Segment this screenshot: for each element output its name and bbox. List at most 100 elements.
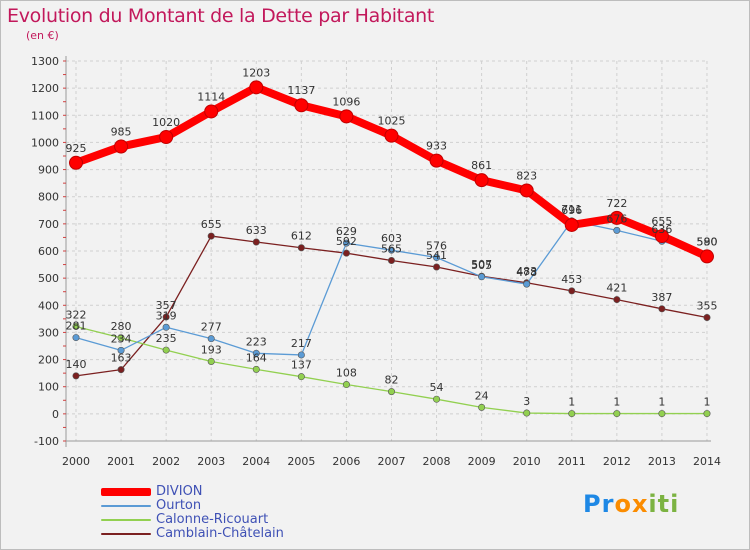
y-tick-label: 1100 — [31, 109, 59, 122]
data-label: 82 — [384, 374, 398, 387]
data-point — [703, 410, 711, 418]
data-label: 722 — [606, 197, 627, 210]
x-tick-label: 2000 — [62, 455, 90, 468]
y-tick-label: 1000 — [31, 136, 59, 149]
x-tick-label: 2010 — [513, 455, 541, 468]
data-label: 541 — [426, 249, 447, 262]
data-label: 1 — [703, 396, 710, 409]
chart-title: Evolution du Montant de la Dette par Hab… — [7, 5, 435, 27]
data-label: 823 — [516, 169, 537, 182]
data-label: 576 — [426, 240, 447, 253]
data-label: 565 — [381, 243, 402, 256]
legend-item: Camblain-Châtelain — [101, 527, 284, 541]
data-point — [252, 365, 260, 373]
chart-subtitle: (en €) — [26, 29, 59, 42]
data-point — [568, 410, 576, 418]
data-label: 217 — [291, 337, 312, 350]
data-label: 505 — [471, 259, 492, 272]
x-tick-label: 2014 — [693, 455, 721, 468]
data-point — [613, 296, 621, 304]
data-point — [72, 372, 80, 380]
data-label: 140 — [66, 358, 87, 371]
data-point — [252, 349, 260, 357]
data-point — [117, 334, 125, 342]
y-tick-label: 0 — [52, 408, 59, 421]
data-point — [204, 104, 219, 119]
data-point — [387, 256, 395, 264]
data-point — [474, 173, 489, 188]
data-label: 696 — [561, 204, 582, 217]
data-label: 234 — [111, 332, 132, 345]
data-point — [162, 346, 170, 354]
logo-letter: P — [583, 490, 602, 518]
y-tick-label: 600 — [38, 245, 59, 258]
logo-letter: t — [657, 490, 671, 518]
data-label: 54 — [430, 381, 444, 394]
chart-legend: DIVION Ourton Calonne-Ricouart Camblain-Châ… — [101, 485, 284, 541]
data-label: 163 — [111, 352, 132, 365]
data-point — [72, 334, 80, 342]
y-tick-label: -100 — [34, 435, 59, 448]
data-label: 322 — [66, 308, 87, 321]
y-tick-label: 100 — [38, 381, 59, 394]
x-tick-label: 2007 — [377, 455, 405, 468]
data-label: 592 — [336, 235, 357, 248]
data-point — [609, 210, 624, 225]
data-label: 235 — [156, 332, 177, 345]
data-label: 1 — [568, 396, 575, 409]
data-point — [252, 238, 260, 246]
data-label: 633 — [246, 224, 267, 237]
data-label: 933 — [426, 140, 447, 153]
x-tick-label: 2005 — [287, 455, 315, 468]
data-point — [519, 183, 534, 198]
data-label: 108 — [336, 367, 357, 380]
legend-label: DIVION — [156, 484, 203, 499]
data-label: 985 — [111, 126, 132, 139]
data-label: 590 — [696, 236, 717, 249]
data-label: 580 — [696, 235, 717, 248]
legend-label: Ourton — [156, 498, 202, 513]
data-point — [297, 351, 305, 359]
x-tick-label: 2002 — [152, 455, 180, 468]
y-tick-label: 1200 — [31, 82, 59, 95]
x-tick-label: 2008 — [423, 455, 451, 468]
data-point — [342, 381, 350, 389]
logo-letter: o — [614, 490, 632, 518]
data-point — [159, 130, 174, 144]
data-point — [117, 366, 125, 374]
data-point — [429, 153, 444, 168]
y-tick-label: 400 — [38, 299, 59, 312]
data-point — [117, 346, 125, 354]
data-label: 24 — [475, 389, 489, 402]
data-label: 280 — [111, 320, 132, 333]
data-point — [433, 254, 441, 262]
legend-item: Calonne-Ricouart — [101, 513, 284, 527]
x-tick-label: 2006 — [332, 455, 360, 468]
data-label: 1025 — [377, 115, 405, 128]
data-label: 478 — [516, 266, 537, 279]
data-label: 636 — [651, 223, 672, 236]
data-point — [523, 409, 531, 417]
data-label: 655 — [201, 218, 222, 231]
data-label: 483 — [516, 265, 537, 278]
data-point — [478, 403, 486, 411]
y-tick-label: 700 — [38, 218, 59, 231]
data-label: 1 — [658, 396, 665, 409]
data-point — [207, 335, 215, 343]
data-point — [297, 373, 305, 381]
data-point — [658, 410, 666, 418]
y-tick-label: 300 — [38, 326, 59, 339]
data-label: 281 — [66, 320, 87, 333]
data-label: 164 — [246, 351, 267, 364]
data-point — [564, 217, 579, 232]
data-point — [613, 410, 621, 418]
data-label: 676 — [606, 212, 627, 225]
logo-letter: i — [670, 490, 680, 518]
data-label: 223 — [246, 335, 267, 348]
legend-item: Ourton — [101, 499, 284, 513]
x-tick-label: 2011 — [558, 455, 586, 468]
data-point — [339, 109, 354, 124]
data-point — [433, 263, 441, 271]
data-point — [658, 305, 666, 313]
logo-letter: r — [601, 490, 615, 518]
